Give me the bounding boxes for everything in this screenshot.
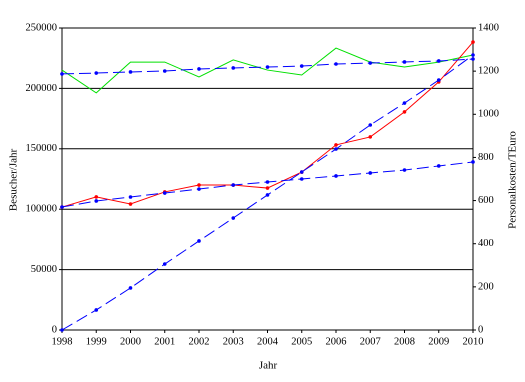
point bbox=[60, 205, 64, 209]
series-line bbox=[61, 47, 474, 94]
plot-frame bbox=[61, 27, 474, 331]
point bbox=[231, 66, 236, 70]
point bbox=[162, 262, 167, 266]
point bbox=[436, 164, 441, 168]
x-tick-label: 1998 bbox=[52, 336, 73, 347]
y-tick-label: 50000 bbox=[31, 264, 57, 275]
point bbox=[94, 199, 99, 203]
point bbox=[334, 62, 338, 66]
y-tick-label: 200000 bbox=[26, 83, 58, 94]
x-tick-label: 2006 bbox=[326, 336, 347, 347]
point bbox=[128, 286, 133, 290]
point bbox=[265, 180, 270, 184]
point bbox=[402, 60, 407, 64]
point bbox=[265, 193, 270, 197]
point bbox=[197, 183, 201, 187]
point bbox=[368, 123, 373, 127]
point bbox=[368, 61, 373, 65]
point bbox=[368, 171, 373, 175]
x-tick-label: 2005 bbox=[291, 336, 312, 347]
point bbox=[94, 195, 99, 199]
x-tick-label: 2010 bbox=[463, 336, 484, 347]
point bbox=[60, 72, 64, 76]
point bbox=[162, 69, 167, 73]
x-tick-label: 1999 bbox=[86, 336, 107, 347]
x-tick-label: 2008 bbox=[394, 336, 415, 347]
point bbox=[299, 64, 304, 68]
point bbox=[299, 177, 304, 181]
point bbox=[334, 147, 338, 151]
x-tick-label: 2002 bbox=[189, 336, 210, 347]
point bbox=[231, 183, 236, 187]
y-axis-title: Besucher/Jahr bbox=[8, 149, 20, 212]
x-tick-label: 2000 bbox=[120, 336, 141, 347]
y2-tick-label: 1000 bbox=[478, 109, 499, 120]
point bbox=[128, 195, 133, 199]
y-tick-label: 150000 bbox=[26, 143, 58, 154]
x-axis-title: Jahr bbox=[259, 360, 278, 372]
series-line bbox=[61, 54, 474, 331]
point bbox=[402, 110, 407, 114]
point bbox=[231, 216, 236, 220]
point bbox=[60, 328, 64, 332]
y2-tick-label: 600 bbox=[478, 195, 494, 206]
point bbox=[128, 202, 133, 206]
y-tick-label: 0 bbox=[52, 324, 57, 335]
point bbox=[334, 143, 338, 147]
x-tick-label: 2009 bbox=[428, 336, 449, 347]
y2-tick-label: 1200 bbox=[478, 66, 499, 77]
y2-tick-label: 1400 bbox=[478, 22, 499, 33]
y2-tick-label: 400 bbox=[478, 238, 494, 249]
point bbox=[471, 160, 475, 164]
y2-tick-label: 200 bbox=[478, 281, 494, 292]
point bbox=[128, 70, 133, 74]
x-tick-label: 2007 bbox=[360, 336, 381, 347]
point bbox=[436, 59, 441, 63]
point bbox=[94, 308, 99, 312]
point bbox=[436, 78, 441, 82]
y2-tick-label: 800 bbox=[478, 152, 494, 163]
point bbox=[197, 239, 201, 243]
point bbox=[471, 53, 475, 57]
point bbox=[334, 174, 338, 178]
point bbox=[265, 65, 270, 69]
point bbox=[368, 135, 373, 139]
series-line bbox=[61, 161, 474, 208]
point bbox=[162, 191, 167, 195]
y2-tick-label: 0 bbox=[478, 324, 483, 335]
point bbox=[265, 186, 270, 190]
point bbox=[197, 187, 201, 191]
point bbox=[94, 71, 99, 75]
point bbox=[402, 101, 407, 105]
x-tick-label: 2003 bbox=[223, 336, 244, 347]
y2-axis-title: Personalkosten/TEuro bbox=[507, 131, 519, 229]
y-tick-label: 100000 bbox=[26, 204, 58, 215]
point bbox=[299, 170, 304, 174]
x-tick-label: 2001 bbox=[154, 336, 175, 347]
point bbox=[471, 40, 475, 44]
point bbox=[197, 67, 201, 71]
point bbox=[471, 57, 475, 61]
x-tick-label: 2004 bbox=[257, 336, 279, 347]
point bbox=[402, 168, 407, 172]
y-tick-label: 250000 bbox=[26, 22, 58, 33]
